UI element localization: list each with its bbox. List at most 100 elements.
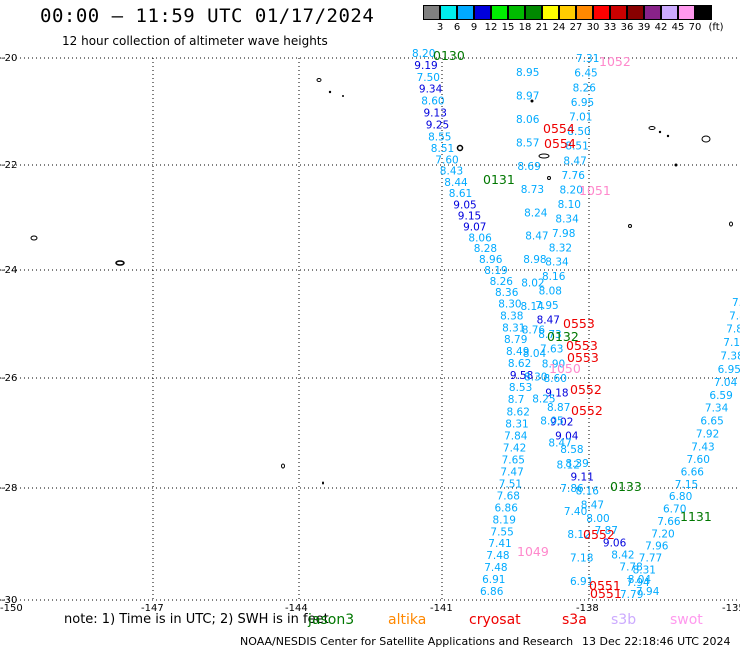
wave-height-reading: 8.57 <box>516 138 539 150</box>
legend-item-cryosat: cryosat <box>469 612 521 628</box>
wave-height-reading: 8.95 <box>516 67 539 79</box>
wave-height-reading: 6.45 <box>574 68 597 80</box>
wave-height-reading: 6.70 <box>663 504 686 516</box>
color-scale-swatch <box>474 5 491 20</box>
wave-height-reading: 6.86 <box>495 502 519 514</box>
color-scale-label: 6 <box>453 22 461 33</box>
wave-height-reading: 8.16 <box>542 271 566 283</box>
color-scale-label: 24 <box>552 22 566 33</box>
island <box>115 260 125 266</box>
pass-time-label: 0554 <box>544 136 576 151</box>
color-scale-swatch <box>491 5 508 20</box>
wave-height-reading: 8.20 <box>560 185 583 197</box>
wave-height-reading: 7.92 <box>696 429 719 441</box>
wave-height-reading: 7.34 <box>705 403 729 415</box>
lat-label: -20 <box>1 53 17 64</box>
wave-height-reading: 9.15 <box>458 211 481 223</box>
pass-time-label: 0552 <box>583 527 615 542</box>
wave-height-reading: 8.42 <box>611 550 634 562</box>
pass-time-label: 1131 <box>680 509 712 524</box>
color-scale-swatch <box>542 5 559 20</box>
wave-height-reading: 7.41 <box>488 538 511 550</box>
wave-height-reading: 8.26 <box>490 276 514 288</box>
island <box>666 134 670 138</box>
wave-height-reading: 8.90 <box>542 358 565 370</box>
wave-height-reading: 8.73 <box>538 329 561 341</box>
wave-height-reading: 8.10 <box>558 199 581 211</box>
wave-height-reading: 8.47 <box>548 438 571 450</box>
wave-height-reading: 9.13 <box>424 108 447 120</box>
wave-height-reading: 8.31 <box>502 322 525 334</box>
wave-height-reading: 7.94 <box>636 586 660 598</box>
island <box>701 135 711 143</box>
wave-height-reading: 8.49 <box>506 346 529 358</box>
wave-height-reading: 7.51 <box>499 479 522 491</box>
wave-height-reading: 8.25 <box>532 393 555 405</box>
wave-height-reading: 7.63 <box>540 344 563 356</box>
color-scale-label: 3 <box>436 22 444 33</box>
pass-time-label: 0553 <box>567 350 599 365</box>
island <box>674 163 678 167</box>
legend-item-s3b: s3b <box>611 612 637 628</box>
wave-height-reading: 8.02 <box>521 278 544 290</box>
wave-height-reading: 7.78 <box>619 562 642 574</box>
island <box>530 99 534 103</box>
wave-height-reading: 8.12 <box>557 460 580 472</box>
wave-height-reading: 7.48 <box>484 562 507 574</box>
wave-height-reading: 8.47 <box>581 499 604 511</box>
island-outlines <box>30 78 733 485</box>
wave-height-reading: 8.62 <box>507 406 530 418</box>
lon-label: -147 <box>141 603 164 614</box>
color-scale-label: 12 <box>484 22 498 33</box>
legend-item-s3a: s3a <box>562 612 587 628</box>
wave-height-reading: 7.2 <box>732 297 740 309</box>
color-scale-swatch <box>593 5 610 20</box>
wave-height-reading: 8.34 <box>545 257 569 269</box>
wave-height-reading: 6.66 <box>681 467 705 479</box>
wave-height-reading: 8.47 <box>563 155 586 167</box>
lat-label: -30 <box>1 595 17 606</box>
wave-height-reading: 8.06 <box>516 114 540 126</box>
wave-height-reading: 8.44 <box>444 177 468 189</box>
altimeter-tracks: 8.209.197.509.348.609.139.258.558.517.60… <box>412 48 740 601</box>
color-scale-label: 39 <box>637 22 651 33</box>
color-scale-swatch <box>695 5 712 20</box>
lon-label: -135 <box>722 603 740 614</box>
wave-height-reading: 8.16 <box>576 486 600 498</box>
wave-height-reading: 8.12 <box>567 529 590 541</box>
pass-time-label: 0133 <box>610 479 642 494</box>
color-scale-swatch <box>440 5 457 20</box>
wave-height-reading: 8.51 <box>565 141 588 153</box>
island <box>456 144 464 152</box>
island <box>729 221 733 227</box>
wave-height-reading: 8.96 <box>479 254 503 266</box>
wave-height-reading: 7.66 <box>657 516 681 528</box>
legend-item-swot: swot <box>670 612 703 628</box>
wave-height-reading: 8.00 <box>586 513 609 525</box>
pass-time-labels: 0130 105205540554013110510553013205530553… <box>433 48 712 601</box>
wave-height-reading: 6.91 <box>482 574 505 586</box>
wave-height-reading: 7.86 <box>560 483 584 495</box>
wave-height-reading: 8.50 <box>567 126 590 138</box>
wave-height-reading: 8.19 <box>484 265 507 277</box>
color-scale-swatch <box>508 5 525 20</box>
color-scale-unit: (ft) <box>708 22 724 33</box>
pass-time-label: 1050 <box>549 361 581 376</box>
wave-height-reading: 7.48 <box>486 550 509 562</box>
wave-height-reading: 9.04 <box>555 430 579 442</box>
wave-height-reading: 8.39 <box>565 458 588 470</box>
color-scale-swatch <box>610 5 627 20</box>
color-scale-label: 18 <box>518 22 532 33</box>
wave-height-reading: 7.18 <box>723 337 740 349</box>
wave-height-reading: 8.31 <box>505 418 528 430</box>
color-scale-label: 27 <box>569 22 583 33</box>
wave-height-reading: 9.05 <box>453 199 476 211</box>
island <box>342 95 344 97</box>
wave-height-reading: 7.96 <box>645 540 669 552</box>
wave-height-reading: 8.97 <box>516 91 539 103</box>
wave-height-reading: 8.47 <box>537 314 560 326</box>
wave-height-reading: 9.07 <box>463 222 486 234</box>
wave-height-reading: 7.60 <box>687 454 710 466</box>
island <box>628 224 632 228</box>
